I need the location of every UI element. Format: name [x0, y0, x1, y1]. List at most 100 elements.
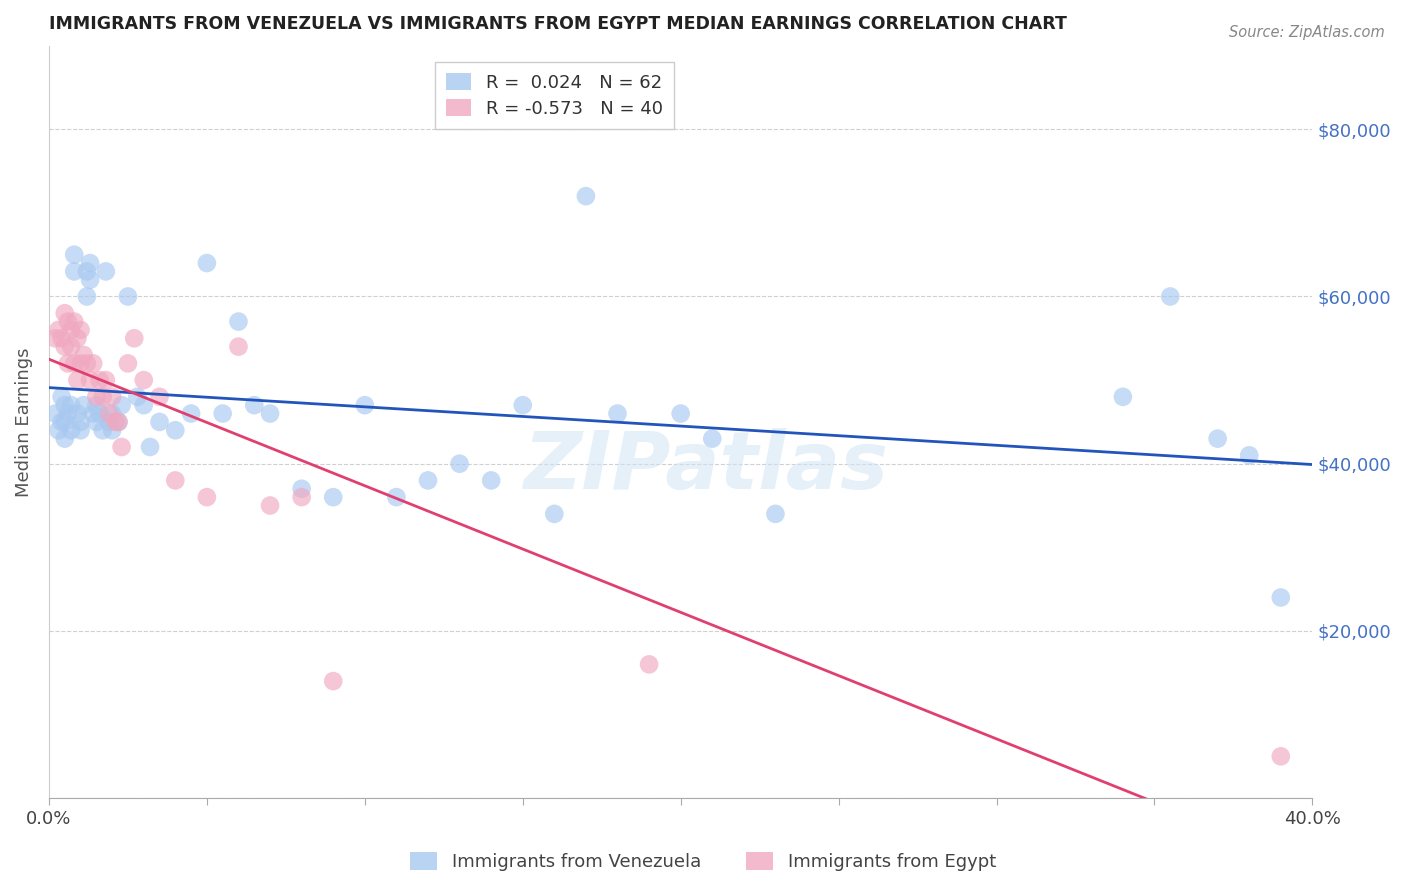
Point — [322, 674, 344, 689]
Point — [101, 423, 124, 437]
Point — [211, 407, 233, 421]
Point — [122, 331, 145, 345]
Point — [48, 323, 70, 337]
Point — [73, 398, 96, 412]
Point — [110, 398, 132, 412]
Point — [1270, 591, 1292, 605]
Point — [117, 289, 139, 303]
Point — [44, 407, 66, 421]
Point — [512, 398, 534, 412]
Point — [702, 432, 724, 446]
Point — [86, 390, 108, 404]
Point — [94, 264, 117, 278]
Point — [53, 306, 76, 320]
Point — [195, 256, 218, 270]
Point — [449, 457, 471, 471]
Point — [63, 315, 86, 329]
Point — [107, 415, 129, 429]
Point — [69, 356, 91, 370]
Point — [165, 423, 187, 437]
Point — [89, 407, 111, 421]
Point — [638, 657, 661, 672]
Point — [48, 423, 70, 437]
Point — [148, 390, 170, 404]
Point — [44, 331, 66, 345]
Point — [76, 356, 98, 370]
Point — [98, 415, 121, 429]
Point — [82, 407, 104, 421]
Point — [606, 407, 628, 421]
Point — [322, 490, 344, 504]
Point — [139, 440, 162, 454]
Point — [669, 407, 692, 421]
Point — [180, 407, 202, 421]
Point — [107, 415, 129, 429]
Point — [79, 273, 101, 287]
Point — [60, 340, 83, 354]
Point — [543, 507, 565, 521]
Point — [86, 398, 108, 412]
Point — [53, 432, 76, 446]
Legend: R =  0.024   N = 62, R = -0.573   N = 40: R = 0.024 N = 62, R = -0.573 N = 40 — [434, 62, 673, 128]
Point — [69, 323, 91, 337]
Point — [51, 390, 73, 404]
Point — [51, 415, 73, 429]
Point — [66, 373, 89, 387]
Point — [575, 189, 598, 203]
Point — [69, 423, 91, 437]
Point — [66, 331, 89, 345]
Point — [56, 315, 79, 329]
Point — [91, 390, 114, 404]
Point — [259, 407, 281, 421]
Legend: Immigrants from Venezuela, Immigrants from Egypt: Immigrants from Venezuela, Immigrants fr… — [404, 846, 1002, 879]
Point — [228, 315, 250, 329]
Point — [132, 398, 155, 412]
Point — [60, 323, 83, 337]
Point — [291, 482, 314, 496]
Point — [94, 373, 117, 387]
Point — [132, 373, 155, 387]
Point — [60, 398, 83, 412]
Point — [63, 248, 86, 262]
Point — [66, 407, 89, 421]
Point — [56, 356, 79, 370]
Point — [98, 407, 121, 421]
Point — [76, 289, 98, 303]
Point — [79, 373, 101, 387]
Point — [291, 490, 314, 504]
Point — [53, 398, 76, 412]
Point — [69, 415, 91, 429]
Point — [53, 415, 76, 429]
Point — [127, 390, 149, 404]
Point — [165, 474, 187, 488]
Point — [1237, 448, 1260, 462]
Point — [82, 356, 104, 370]
Point — [56, 407, 79, 421]
Text: IMMIGRANTS FROM VENEZUELA VS IMMIGRANTS FROM EGYPT MEDIAN EARNINGS CORRELATION C: IMMIGRANTS FROM VENEZUELA VS IMMIGRANTS … — [49, 15, 1067, 33]
Point — [63, 264, 86, 278]
Point — [91, 423, 114, 437]
Point — [195, 490, 218, 504]
Point — [110, 440, 132, 454]
Point — [479, 474, 502, 488]
Point — [148, 415, 170, 429]
Point — [1112, 390, 1135, 404]
Point — [51, 331, 73, 345]
Point — [104, 415, 127, 429]
Point — [243, 398, 266, 412]
Text: ZIPatlas: ZIPatlas — [523, 428, 889, 506]
Point — [60, 423, 83, 437]
Point — [1159, 289, 1181, 303]
Text: Source: ZipAtlas.com: Source: ZipAtlas.com — [1229, 25, 1385, 40]
Point — [63, 356, 86, 370]
Point — [259, 499, 281, 513]
Point — [228, 340, 250, 354]
Point — [117, 356, 139, 370]
Point — [1206, 432, 1229, 446]
Point — [76, 264, 98, 278]
Point — [101, 390, 124, 404]
Point — [385, 490, 408, 504]
Y-axis label: Median Earnings: Median Earnings — [15, 347, 32, 497]
Point — [79, 256, 101, 270]
Point — [765, 507, 787, 521]
